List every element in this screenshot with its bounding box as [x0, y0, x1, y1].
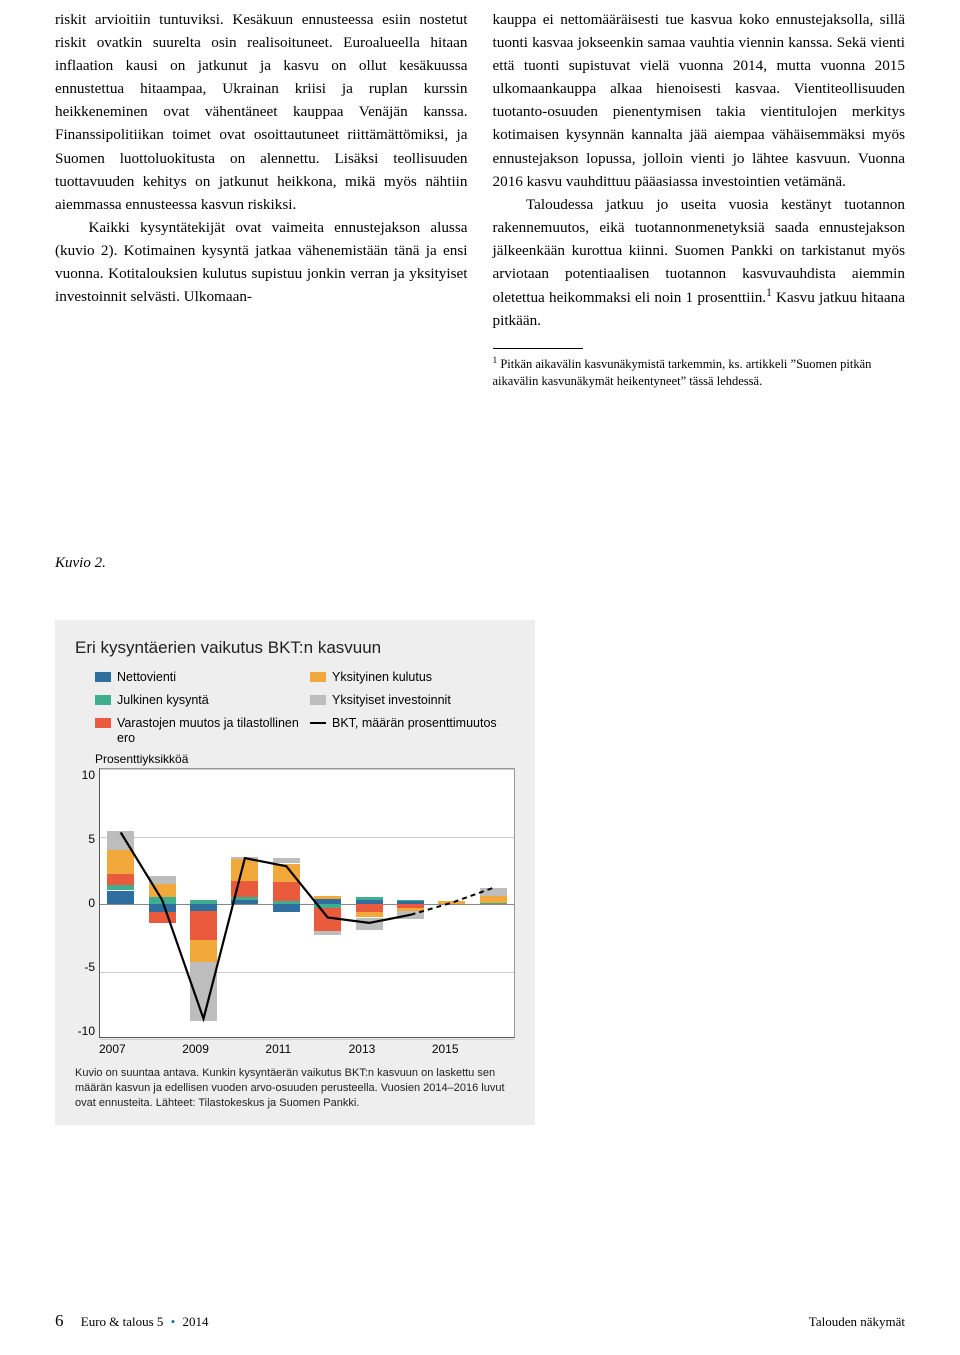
legend-label: Nettovienti: [117, 670, 176, 685]
y-tick-label: 5: [88, 832, 95, 846]
y-tick-label: 10: [82, 768, 95, 782]
chart-caption: Kuvio on suuntaa antava. Kunkin kysyntäe…: [75, 1066, 515, 1111]
legend-label: Yksityinen kulutus: [332, 670, 432, 685]
legend-item: BKT, määrän prosenttimuutos: [310, 716, 515, 746]
plot-wrap: 10 5 0 -5 -10: [75, 768, 515, 1038]
y-axis-title: Prosenttiyksikköä: [95, 752, 515, 766]
legend-swatch: [95, 718, 111, 728]
chart-kuvio-2: Eri kysyntäerien vaikutus BKT:n kasvuun …: [55, 620, 535, 1125]
x-tick-label: 2015: [432, 1042, 515, 1056]
column-1: riskit arvioitiin tuntuviksi. Kesäkuun e…: [55, 8, 468, 390]
col2-para1: kauppa ei nettomääräisesti tue kasvua ko…: [493, 8, 906, 193]
bkt-line-svg: [100, 769, 514, 1039]
legend-swatch: [310, 722, 326, 724]
footnote-body: Pitkän aikavälin kasvunäkymistä tarkemmi…: [493, 358, 872, 389]
y-ticks: 10 5 0 -5 -10: [75, 768, 99, 1038]
legend-item: Nettovienti: [95, 670, 300, 685]
legend-item: Yksityiset investoinnit: [310, 693, 515, 708]
footer-section: Talouden näkymät: [809, 1314, 905, 1330]
col1-para2: Kaikki kysyntätekijät ovat vaimeita ennu…: [55, 216, 468, 308]
legend-label: Varastojen muutos ja tilastollinen ero: [117, 716, 300, 746]
x-tick-label: 2013: [349, 1042, 432, 1056]
y-tick-label: -5: [84, 960, 95, 974]
separator-dot-icon: •: [167, 1314, 180, 1329]
y-tick-label: 0: [88, 896, 95, 910]
footnote-text: 1 Pitkän aikavälin kasvunäkymistä tarkem…: [493, 355, 906, 390]
text-columns: riskit arvioitiin tuntuviksi. Kesäkuun e…: [55, 0, 905, 390]
publication-year: 2014: [183, 1314, 209, 1329]
legend-swatch: [310, 695, 326, 705]
legend-item: Varastojen muutos ja tilastollinen ero: [95, 716, 300, 746]
legend-label: Julkinen kysyntä: [117, 693, 209, 708]
legend-item: Yksityinen kulutus: [310, 670, 515, 685]
col1-para1: riskit arvioitiin tuntuviksi. Kesäkuun e…: [55, 8, 468, 216]
col2-para2: Taloudessa jatkuu jo useita vuosia kestä…: [493, 193, 906, 333]
footnote-rule: [493, 348, 583, 349]
chart-legend: Nettovienti Yksityinen kulutus Julkinen ky…: [95, 670, 515, 746]
page-number: 6: [55, 1311, 64, 1330]
bkt-line-forecast: [411, 888, 494, 915]
x-ticks: 20072009201120132015: [99, 1042, 515, 1056]
figure-label: Kuvio 2.: [55, 555, 106, 572]
chart-title: Eri kysyntäerien vaikutus BKT:n kasvuun: [75, 638, 515, 658]
x-tick-label: 2009: [182, 1042, 265, 1056]
gridline: [100, 1039, 514, 1040]
bkt-line-actual: [121, 832, 411, 1018]
legend-label: Yksityiset investoinnit: [332, 693, 451, 708]
legend-swatch: [95, 672, 111, 682]
x-tick-label: 2011: [265, 1042, 348, 1056]
legend-swatch: [310, 672, 326, 682]
y-tick-label: -10: [78, 1024, 95, 1038]
page-footer: 6 Euro & talous 5 • 2014 Talouden näkymä…: [55, 1311, 905, 1331]
legend-item: Julkinen kysyntä: [95, 693, 300, 708]
column-2: kauppa ei nettomääräisesti tue kasvua ko…: [493, 8, 906, 390]
footer-left: 6 Euro & talous 5 • 2014: [55, 1311, 209, 1331]
legend-swatch: [95, 695, 111, 705]
legend-label: BKT, määrän prosenttimuutos: [332, 716, 497, 731]
publication-name: Euro & talous 5: [81, 1314, 164, 1329]
x-tick-label: 2007: [99, 1042, 182, 1056]
plot-area: [99, 768, 515, 1038]
